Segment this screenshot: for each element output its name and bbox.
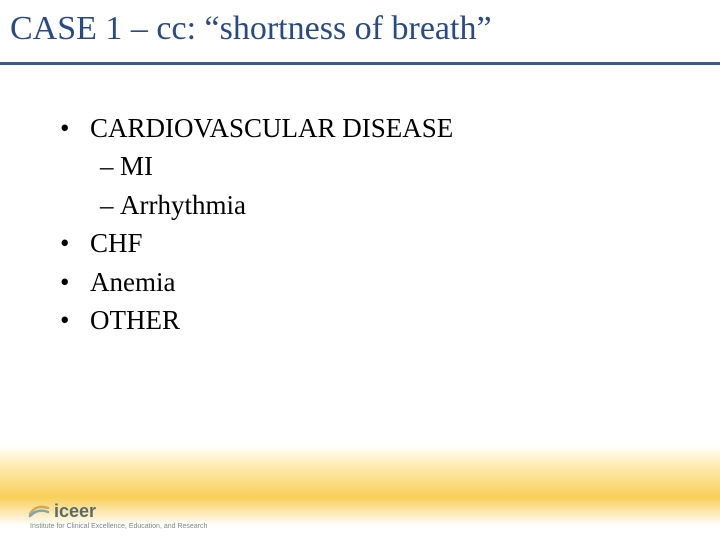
bullet-marker: • (60, 225, 90, 261)
content-area: • CARDIOVASCULAR DISEASE – MI – Arrhythm… (60, 110, 453, 341)
logo-icon (28, 500, 50, 522)
bullet-label: Anemia (90, 264, 175, 300)
logo-subtitle: Institute for Clinical Excellence, Educa… (30, 523, 207, 530)
logo-text: iceer (54, 501, 96, 522)
title-underline (0, 62, 720, 65)
bullet-label: OTHER (90, 302, 180, 338)
bullet-marker: • (60, 264, 90, 300)
dash-marker: – (100, 187, 120, 223)
slide-title: CASE 1 – cc: “shortness of breath” (10, 10, 492, 48)
bullet-item: • OTHER (60, 302, 453, 338)
bullet-label: CHF (90, 225, 143, 261)
bullet-item: • CHF (60, 225, 453, 261)
dash-marker: – (100, 148, 120, 184)
bullet-marker: • (60, 302, 90, 338)
logo-area: iceer Institute for Clinical Excellence,… (28, 500, 207, 530)
slide: CASE 1 – cc: “shortness of breath” • CAR… (0, 0, 720, 540)
bullet-item: • Anemia (60, 264, 453, 300)
bullet-item: • CARDIOVASCULAR DISEASE (60, 110, 453, 146)
logo-row: iceer (28, 500, 207, 522)
sub-label: Arrhythmia (120, 187, 246, 223)
bullet-marker: • (60, 110, 90, 146)
bullet-label: CARDIOVASCULAR DISEASE (90, 110, 453, 146)
sub-item: – Arrhythmia (100, 187, 453, 223)
sub-item: – MI (100, 148, 453, 184)
sub-label: MI (120, 148, 153, 184)
